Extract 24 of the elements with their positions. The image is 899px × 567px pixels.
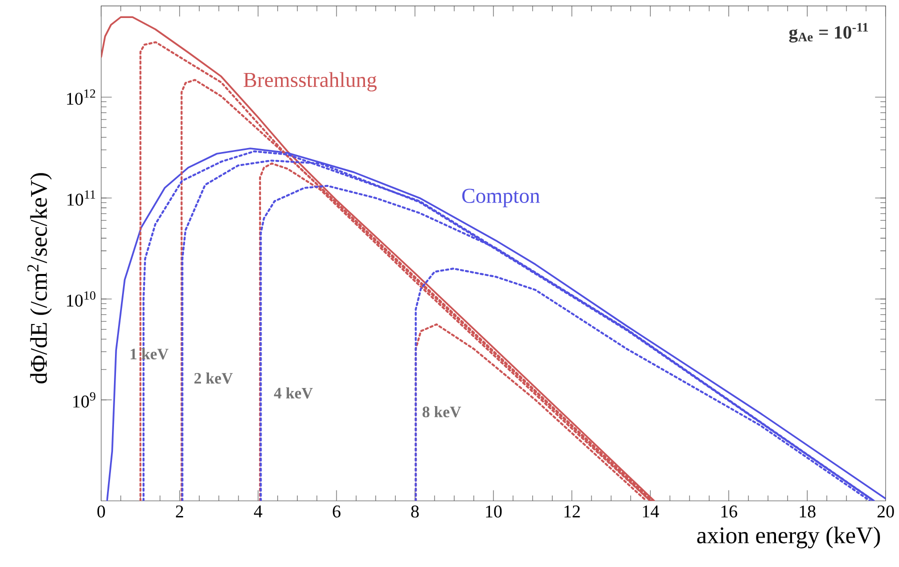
x-tick-label: 14 bbox=[642, 505, 659, 518]
annotation: 2 keV bbox=[194, 372, 233, 384]
series-label: Bremsstrahlung bbox=[244, 72, 377, 92]
x-tick-label: 12 bbox=[564, 505, 580, 518]
y-tick-label: 10$^{10}$ bbox=[67, 291, 96, 307]
x-tick-label: 20 bbox=[878, 505, 894, 518]
x-tick-label: 0 bbox=[97, 505, 105, 518]
series-label: Compton bbox=[462, 188, 540, 208]
x-tick-label: 2 bbox=[176, 505, 184, 518]
x-tick-label: 10 bbox=[486, 505, 502, 518]
x-tick-label: 6 bbox=[332, 505, 340, 518]
x-tick-label: 18 bbox=[800, 505, 816, 518]
text: g$_{Ae}$ = 10$^{-11}$ bbox=[789, 22, 868, 42]
x-tick-label: 4 bbox=[254, 505, 262, 518]
x-tick-label: 8 bbox=[411, 505, 419, 518]
annotation: 4 keV bbox=[274, 387, 313, 398]
annotation: 8 keV bbox=[422, 406, 462, 418]
annotation: 1 keV bbox=[130, 348, 168, 360]
y-axis-title: dΦ/dE (/cm$^{2}$/sec/keV) bbox=[27, 172, 52, 384]
y-tick-label: 10$^{9}$ bbox=[73, 392, 96, 408]
x-tick-label: 16 bbox=[721, 505, 738, 518]
y-tick-label: 10$^{12}$ bbox=[67, 89, 96, 105]
y-tick-label: 10$^{11}$ bbox=[68, 190, 96, 206]
x-axis-title: axion energy (keV) bbox=[697, 526, 880, 548]
